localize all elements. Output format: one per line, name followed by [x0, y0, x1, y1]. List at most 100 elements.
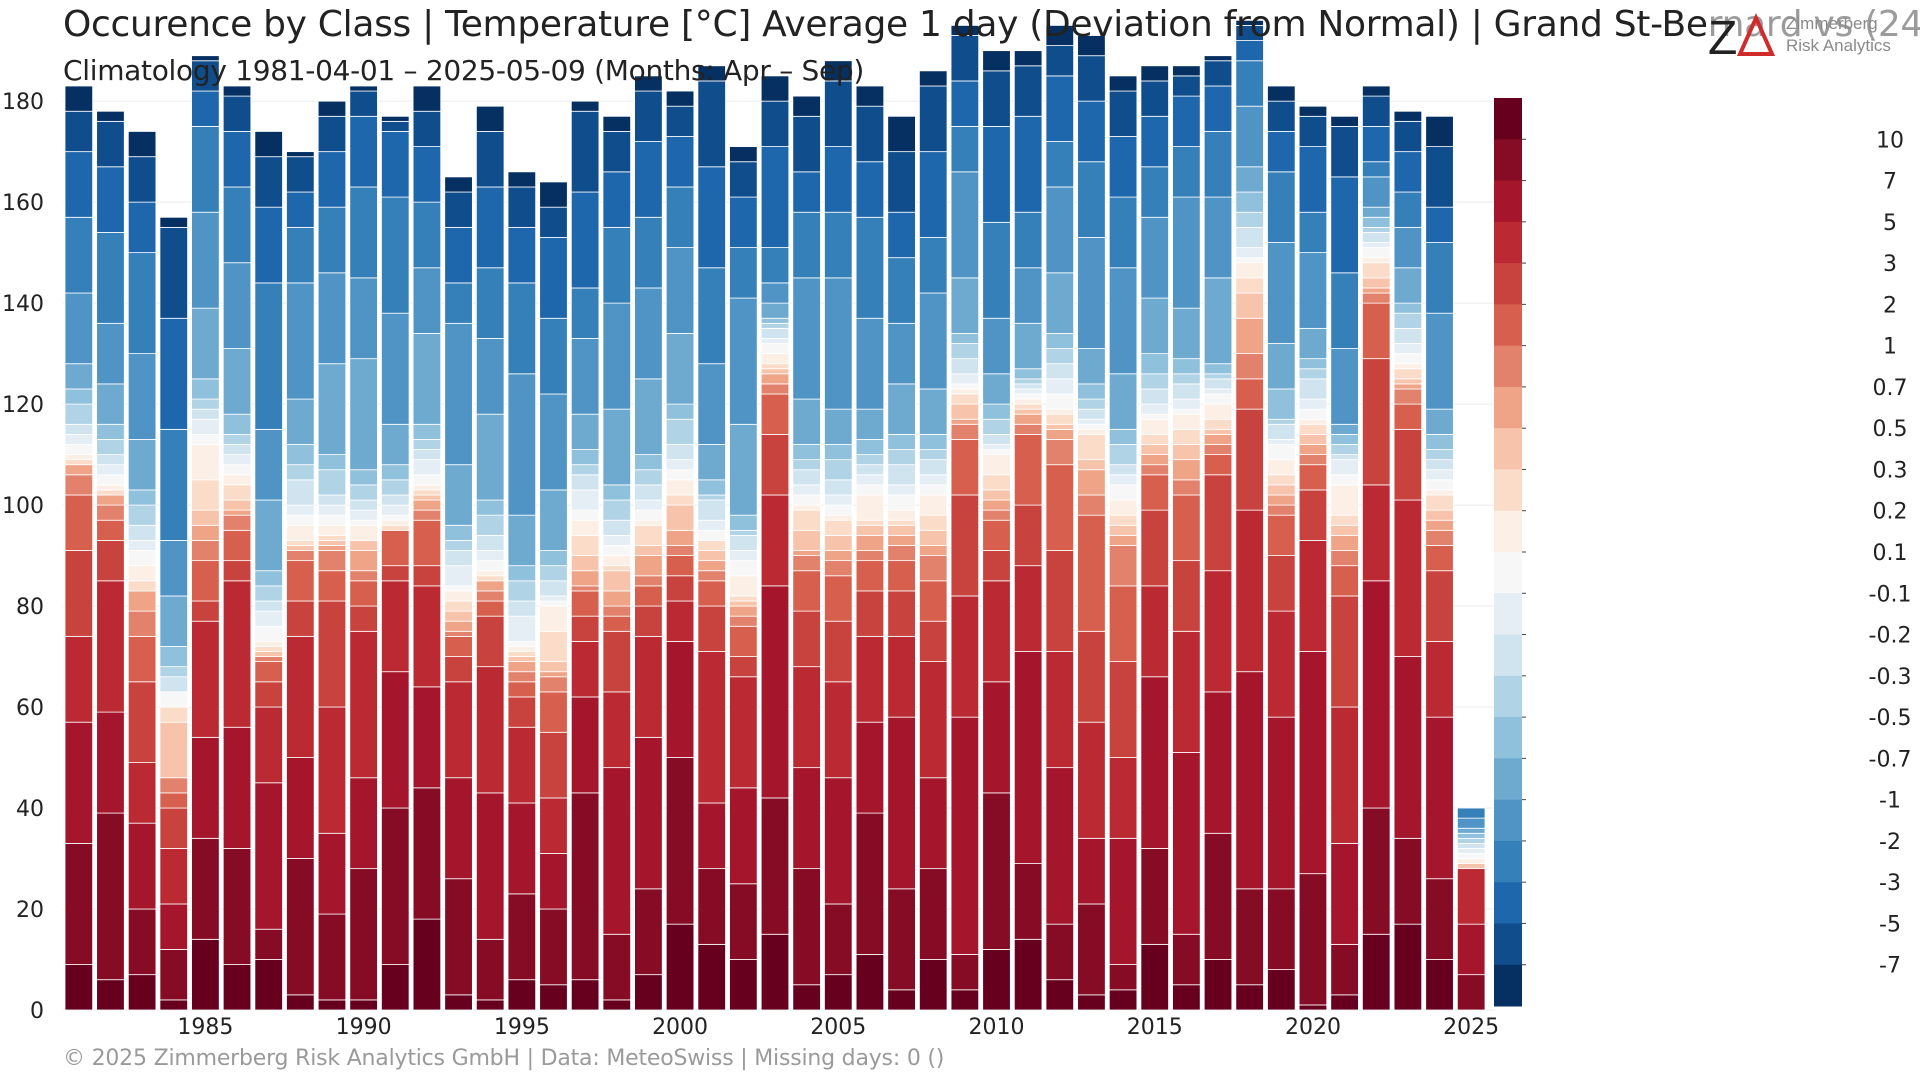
bar-segment: 1996 | 7 : 15: [539, 908, 568, 986]
bar-segment: 1983 | 1 : 9: [127, 635, 157, 683]
bar-segment: 1981 | -0.2 : 2: [64, 433, 94, 445]
bar-segment: 2022 | 0.3 : 2: [1362, 277, 1391, 289]
bar-segment: 1999 | 0.7 : 2: [634, 575, 663, 587]
colorbar-label: -2: [1879, 830, 1901, 855]
bar-segment: 1989 | -7 : 7: [317, 115, 347, 153]
bar-segment: 1985 | 0.5 : 3: [191, 524, 220, 541]
bar-segment: 2000 | -1 : 14: [665, 333, 695, 405]
bar-segment: 1985 | -0.1 : 2: [191, 433, 220, 445]
bar-segment: 2007 | 2 : 9: [887, 590, 916, 637]
bar-segment: 2018 | -0.5 : 3: [1235, 211, 1264, 228]
colorbar-label: 0.2: [1873, 500, 1908, 525]
bar-segment: 2022 | -0.2 : 1: [1362, 242, 1391, 248]
bar-segment: 2010 | 0.3 : 2: [982, 489, 1011, 501]
bar-segment: 2024 | -0.5 : 2: [1425, 449, 1454, 461]
bar-segment: 1983 | 0.7 : 5: [127, 610, 157, 637]
bar-segment: 1995 | -0.3 : 3: [507, 600, 537, 617]
bar-segment: 1989 | 0.3 : 1: [317, 540, 347, 546]
x-tick-label: 2000: [652, 1015, 708, 1040]
bar-segment: 1987 | -1 : 14: [254, 499, 283, 572]
bar-segment: 2020 | -5 : 13: [1298, 146, 1328, 213]
x-tick-label: 2010: [969, 1015, 1025, 1040]
bar-segment: 2019 | -1 : 9: [1267, 343, 1296, 390]
colorbar-swatch: [1494, 345, 1522, 388]
bar-segment: 2000 | -0.1 : 2: [665, 469, 695, 481]
bar-segment: 2025 | -0.2 : 1: [1456, 848, 1486, 854]
bar-segment: 2016 | -0.7 : 3: [1172, 358, 1201, 375]
bar-segment: 1986 | -0.3 : 2: [222, 444, 252, 455]
bar-segment: 1999 | 0.2 : 4: [634, 524, 663, 546]
x-tick-label: 2020: [1285, 1015, 1341, 1040]
bar-segment: 2021 | 0.1 : 6: [1330, 484, 1359, 516]
bar-segment: 1981 | 3 : 17: [64, 635, 94, 723]
bar-segment: 2008 | -3 : 11: [919, 237, 948, 294]
bar-segment: 1993 | -2 : 28: [444, 322, 473, 466]
bar-segment: 1988 | -0.3 : 5: [286, 479, 315, 506]
bar-segment: 2003 | 2 : 12: [760, 433, 790, 496]
bar-segment: 1996 | 10 : 5: [539, 984, 568, 1011]
x-axis-ticks: 1985 1990 1995 2000 2005 2010 2015 2020 2025: [177, 1015, 1499, 1040]
x-tick-label: 2015: [1127, 1015, 1183, 1040]
bar-segment: 2013 | 1 : 23: [1077, 514, 1106, 632]
colorbar-swatch: [1494, 717, 1522, 759]
bar-segment: 2021 | 0.3 : 2: [1330, 524, 1359, 536]
bar-segment: 2015 | coldest : 3: [1140, 65, 1169, 82]
bar-segment: 2019 | 0.2 : 2: [1267, 474, 1296, 486]
bar-segment: 1997 | 0.3 : 3: [570, 555, 600, 572]
bar-segment: 2019 | -0.3 : 3: [1267, 423, 1296, 440]
bar-segment: 1994 | -0.2 : 2: [475, 550, 505, 562]
bar-segment: 1994 | -3 : 14: [475, 267, 505, 339]
bar-segment: 2003 | 0.2 : 1: [760, 363, 790, 370]
bar-segment: 1981 | -0.3 : 2: [64, 423, 94, 435]
bar-segment: 2004 | 1 : 8: [792, 570, 821, 612]
bar-segment: 1996 | coldest : 5: [539, 181, 568, 208]
bar-segment: 2011 | 5 : 42: [1013, 651, 1043, 864]
bar-segment: 1996 | -0.7 : 3: [539, 550, 568, 567]
bar-segment: 1995 | 3 : 15: [507, 726, 537, 804]
bar-segment: 2020 | 5 : 44: [1298, 651, 1328, 875]
bar-segment: 2002 | 3 : 22: [729, 676, 758, 789]
bar-segment: 2021 | -3 : 15: [1330, 272, 1359, 349]
bar-segment: 1991 | 2 : 3: [381, 565, 410, 582]
bar-segment: 1989 | -0.2 : 2: [317, 504, 347, 516]
bar-segment: 2022 | -0.3 : 2: [1362, 232, 1391, 243]
bar-segment: 2019 | -2 : 20: [1267, 242, 1296, 344]
bar-segment: 2010 | 0.2 : 3: [982, 474, 1011, 491]
bar-segment: 1981 | -3 : 15: [64, 216, 94, 294]
bar-segment: 1982 | -5 : 13: [96, 166, 125, 233]
bar-segment: 1984 | 0.3 : 11: [159, 721, 188, 779]
bar-segment: 1981 | coldest : 5: [64, 85, 94, 112]
bar-segment: 1998 | 0.7 : 2: [602, 605, 632, 617]
bar-segment: 1996 | 1 : 8: [539, 691, 568, 733]
bar-segment: 1984 | -2 : 11: [159, 540, 188, 597]
bar-segment: 2008 | 1 : 8: [919, 580, 948, 622]
bar-segment: 1996 | 0.3 : 2: [539, 661, 568, 673]
bar-segment: 2023 | 7 : 17: [1393, 837, 1423, 925]
bar-segment: 2012 | 1 : 17: [1045, 464, 1075, 551]
bar-segment: 1999 | -0.5 : 3: [634, 469, 663, 486]
bar-segment: 1984 | -0.7 : 4: [159, 646, 188, 668]
bar-segment: 1991 | coldest : 1: [381, 115, 410, 122]
colorbar-swatch: [1494, 98, 1522, 140]
bar-segment: 2019 | coldest : 3: [1267, 85, 1296, 102]
bar-segment: 2012 | 10 : 6: [1045, 979, 1075, 1011]
bar-segment: 2008 | 0.7 : 5: [919, 555, 948, 582]
bar-segment: 2008 | -7 : 13: [919, 85, 948, 153]
bar-segment: 2021 | -0.7 : 2: [1330, 433, 1359, 445]
bar-segment: 2024 | 3 : 15: [1425, 641, 1454, 718]
bar-segment: 2009 | 0.1 : 1: [950, 388, 980, 395]
bar-segment: 2015 | -0.3 : 3: [1140, 388, 1169, 405]
bar-segment: 2006 | -7 : 11: [855, 105, 885, 163]
bar-segment: 1988 | 5 : 20: [286, 757, 315, 859]
x-tick-label: 1985: [177, 1015, 233, 1040]
bar-segment: 2017 | -3 : 13: [1203, 131, 1233, 198]
bar-segment: 1991 | -0.2 : 2: [381, 504, 410, 516]
bar-segment: 2004 | 3 : 20: [792, 666, 821, 769]
bar-segment: 1992 | 3 : 20: [412, 585, 442, 688]
bar-segment: 2010 | -0.2 : 1: [982, 444, 1011, 450]
bar-segment: 1986 | 0.2 : 3: [222, 484, 252, 501]
bar-segment: 2018 | 7 : 19: [1235, 888, 1264, 986]
bar-segment: 2010 | -5 : 19: [982, 125, 1011, 223]
